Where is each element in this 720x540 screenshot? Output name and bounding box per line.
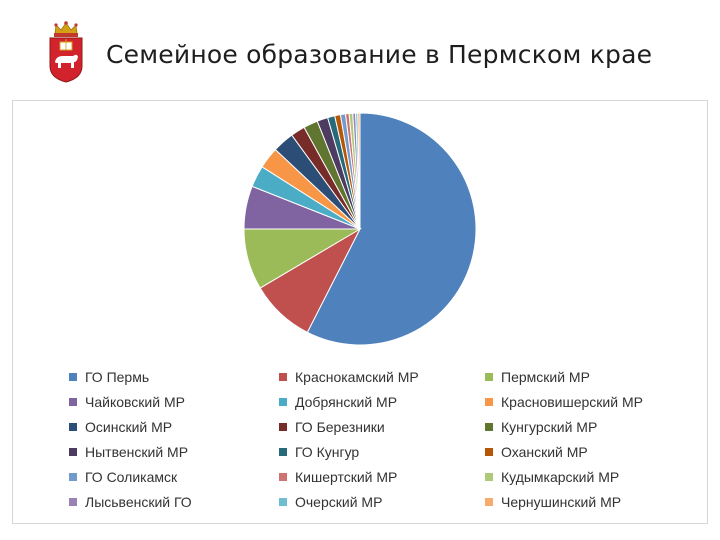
legend-swatch — [69, 422, 77, 431]
legend-label: Оханский МР — [501, 443, 588, 460]
perm-krai-coat-of-arms-icon — [49, 21, 83, 83]
slide-header: Семейное образование в Пермском крае — [0, 0, 720, 96]
pie-chart — [243, 112, 477, 346]
pie-slice — [306, 112, 477, 346]
legend-item: Пермский МР — [485, 367, 685, 386]
legend-swatch — [279, 397, 287, 406]
legend-item: Красновишерский МР — [485, 392, 685, 411]
pie-slice — [357, 112, 361, 230]
legend-label: Красновишерский МР — [501, 393, 643, 410]
legend-item: Лысьвенский ГО — [69, 492, 279, 511]
legend-swatch — [279, 372, 287, 381]
legend-label: Осинский МР — [85, 418, 173, 435]
legend-label: ГО Пермь — [85, 368, 150, 385]
legend-item: ГО Пермь — [69, 367, 279, 386]
legend-swatch — [279, 447, 287, 456]
legend-label: Очерский МР — [295, 493, 383, 510]
legend-item: ГО Березники — [279, 417, 485, 436]
legend-item: Нытвенский МР — [69, 442, 279, 461]
legend-label: ГО Кунгур — [295, 443, 360, 460]
legend-swatch — [69, 447, 77, 456]
chart-legend: ГО Пермь Краснокамский МР Пермский МР Чайко… — [69, 367, 709, 511]
legend-label: ГО Березники — [295, 418, 385, 435]
legend-label: Кишертский МР — [295, 468, 398, 485]
legend-item: Кишертский МР — [279, 467, 485, 486]
legend-label: Чернушинский МР — [501, 493, 622, 510]
legend-item: Краснокамский МР — [279, 367, 485, 386]
legend-label: Чайковский МР — [85, 393, 185, 410]
legend-label: Лысьвенский ГО — [85, 493, 192, 510]
legend-item: Чайковский МР — [69, 392, 279, 411]
legend-label: Добрянский МР — [295, 393, 398, 410]
legend-item: Чернушинский МР — [485, 492, 685, 511]
legend-item: Кудымкарский МР — [485, 467, 685, 486]
legend-swatch — [485, 422, 493, 431]
legend-item: Очерский МР — [279, 492, 485, 511]
legend-item: Кунгурский МР — [485, 417, 685, 436]
legend-item: Осинский МР — [69, 417, 279, 436]
legend-label: Кунгурский МР — [501, 418, 598, 435]
legend-label: ГО Соликамск — [85, 468, 178, 485]
legend-swatch — [279, 422, 287, 431]
legend-label: Кудымкарский МР — [501, 468, 620, 485]
legend-label: Пермский МР — [501, 368, 590, 385]
legend-item: ГО Кунгур — [279, 442, 485, 461]
legend-swatch — [279, 497, 287, 506]
legend-swatch — [485, 372, 493, 381]
legend-swatch — [69, 472, 77, 481]
legend-item: Оханский МР — [485, 442, 685, 461]
legend-label: Краснокамский МР — [295, 368, 419, 385]
legend-swatch — [485, 497, 493, 506]
chart-area: ГО Пермь Краснокамский МР Пермский МР Чайко… — [12, 100, 708, 524]
legend-swatch — [485, 447, 493, 456]
legend-swatch — [69, 397, 77, 406]
legend-swatch — [279, 472, 287, 481]
legend-swatch — [69, 372, 77, 381]
legend-item: Добрянский МР — [279, 392, 485, 411]
slide-title: Семейное образование в Пермском крае — [106, 40, 653, 69]
legend-item: ГО Соликамск — [69, 467, 279, 486]
legend-swatch — [485, 472, 493, 481]
legend-swatch — [69, 497, 77, 506]
legend-label: Нытвенский МР — [85, 443, 189, 460]
legend-swatch — [485, 397, 493, 406]
